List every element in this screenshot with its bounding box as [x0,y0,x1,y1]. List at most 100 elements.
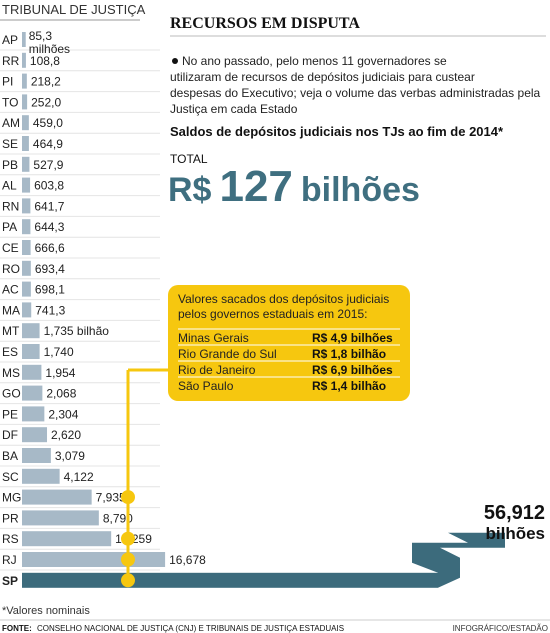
source-line: FONTE: CONSELHO NACIONAL DE JUSTIÇA (CNJ… [2,624,344,633]
value-label: 8,790 [103,511,133,525]
value-label: 603,8 [34,179,64,193]
category-label: RR [2,54,20,68]
bar-ba [22,448,51,463]
bar-al [22,177,31,193]
value-label: 464,9 [33,137,63,151]
value-label: 1,735 bilhão [44,324,110,338]
bar-ro [22,260,31,276]
category-label: AP [2,33,18,47]
category-label: MT [2,324,20,338]
bar-mt [22,323,40,339]
total-part: 127 [219,162,292,211]
bar-ce [22,240,31,255]
callout: Valores sacados dos depósitos judiciais p… [168,285,410,401]
highlight-marker [121,552,135,567]
category-label: AM [2,116,20,130]
value-label-unit: milhões [29,42,70,56]
value-label: 2,304 [48,407,78,421]
category-label: SC [2,470,19,484]
highlight-marker [121,573,135,588]
bar-pr [22,510,99,526]
value-label: 1,740 [44,345,74,359]
bar-rr [22,52,26,68]
value-label: 2,620 [51,428,81,442]
value-label-sp-unit: bilhões [485,524,545,543]
category-label: MA [2,303,20,317]
callout-state: Minas Gerais [178,331,249,345]
value-label: 3,079 [55,449,85,463]
value-label: 1,954 [45,366,75,380]
bar-am [22,115,29,131]
category-label: TO [2,95,18,109]
bar-to [22,94,28,110]
callout-title-line: pelos governos estaduais em 2015: [178,307,367,321]
category-label: SE [2,137,18,151]
total-label: TOTAL [170,152,208,166]
category-label: GO [2,387,21,401]
value-label: 666,6 [35,241,65,255]
value-label: 16,678 [169,553,206,567]
description-line: despesas do Executivo; veja o volume das… [170,86,541,100]
bar-ma [22,302,32,318]
footnote: *Valores nominais [2,605,90,617]
total-part: bilhões [301,171,420,209]
value-label: 85,3 [29,29,53,43]
value-label: 2,068 [46,387,76,401]
bullet-icon [172,58,178,64]
value-label: 693,4 [35,262,65,276]
category-label: RS [2,532,19,546]
category-label: CE [2,241,19,255]
value-label: 218,2 [31,75,61,89]
bar-rs [22,531,112,547]
source-text: CONSELHO NACIONAL DE JUSTIÇA (CNJ) E TRI… [37,624,344,633]
value-label-sp: 56,912 [484,502,545,524]
category-label: MG [2,491,21,505]
bar-sp-break [412,532,505,588]
callout-box [168,285,410,401]
bar-se [22,136,29,151]
callout-value: R$ 6,9 bilhões [312,363,393,377]
category-label: MS [2,366,20,380]
description: No ano passado, pelo menos 11 governador… [170,54,541,116]
description-line: No ano passado, pelo menos 11 governador… [182,54,447,68]
category-label: PE [2,407,18,421]
description-line: utilizaram de recursos de depósitos judi… [170,70,475,84]
value-label: 698,1 [35,283,65,297]
category-label: RN [2,199,19,213]
highlight-marker [121,531,135,546]
bar-df [22,427,48,443]
bar-es [22,344,40,359]
value-label: 459,0 [33,116,63,130]
bar-rj [22,552,166,567]
category-label: PB [2,158,18,172]
category-label: RO [2,262,20,276]
chart-title: Saldos de depósitos judiciais nos TJs ao… [170,124,504,139]
category-label: PR [2,511,19,525]
value-label: 644,3 [34,220,64,234]
callout-table: Minas Gerais R$ 4,9 bilhões Rio Grande do … [178,328,400,393]
category-label: AL [2,179,17,193]
bar-go [22,385,43,401]
bar-pi [22,73,27,89]
callout-state: Rio Grande do Sul [178,347,277,361]
value-label: 7,935 [96,491,126,505]
source-label: FONTE: [2,624,32,633]
bar-rn [22,198,31,214]
callout-title: Valores sacados dos depósitos judiciais p… [178,292,389,321]
credit: INFOGRÁFICO/ESTADÃO [453,624,548,633]
value-label: 252,0 [31,95,61,109]
value-label: 527,9 [33,158,63,172]
value-label: 741,3 [35,303,65,317]
category-label: RJ [2,553,17,567]
highlight-marker [121,490,135,505]
value-label: 4,122 [64,470,94,484]
bar-ap [22,32,26,47]
bar-ac [22,281,31,297]
callout-state: Rio de Janeiro [178,363,256,377]
category-label: BA [2,449,18,463]
bar-sc [22,468,60,484]
total-part: R$ [168,171,212,209]
value-label: 641,7 [34,199,64,213]
